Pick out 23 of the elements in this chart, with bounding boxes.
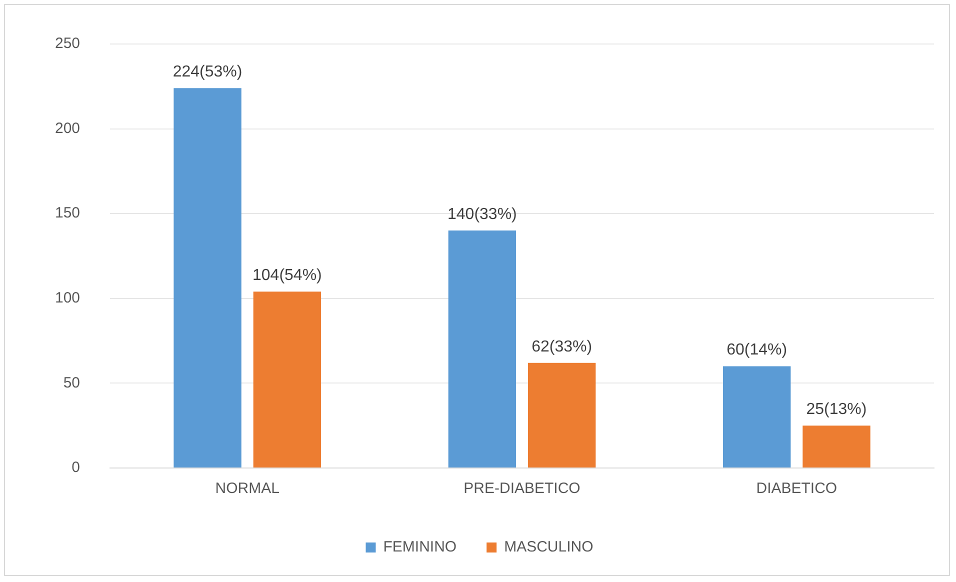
bar: [448, 230, 516, 468]
bar: [722, 366, 791, 468]
legend-label: MASCULINO: [504, 538, 594, 556]
data-label: 25(13%): [806, 401, 867, 418]
bar: [528, 362, 596, 468]
y-tick-label: 0: [72, 459, 80, 476]
legend-label: FEMININO: [383, 538, 457, 556]
bar: [802, 426, 870, 468]
y-tick-label: 250: [54, 35, 80, 52]
data-label: 60(14%): [726, 342, 788, 359]
data-label: 224(53%): [172, 64, 242, 80]
y-tick-label: 200: [54, 120, 80, 137]
y-tick-label: 100: [54, 290, 80, 307]
x-tick-label: PRE-DIABETICO: [464, 480, 580, 498]
x-tick-label: NORMAL: [215, 480, 280, 498]
data-label: 104(54%): [252, 267, 322, 284]
x-tick-label: DIABETICO: [756, 480, 838, 498]
y-tick-label: 50: [63, 374, 80, 392]
data-label: 140(33%): [448, 206, 517, 223]
bar: [174, 88, 242, 468]
y-tick-label: 150: [54, 204, 80, 222]
data-label: 62(33%): [532, 338, 592, 356]
bar: [253, 292, 322, 468]
